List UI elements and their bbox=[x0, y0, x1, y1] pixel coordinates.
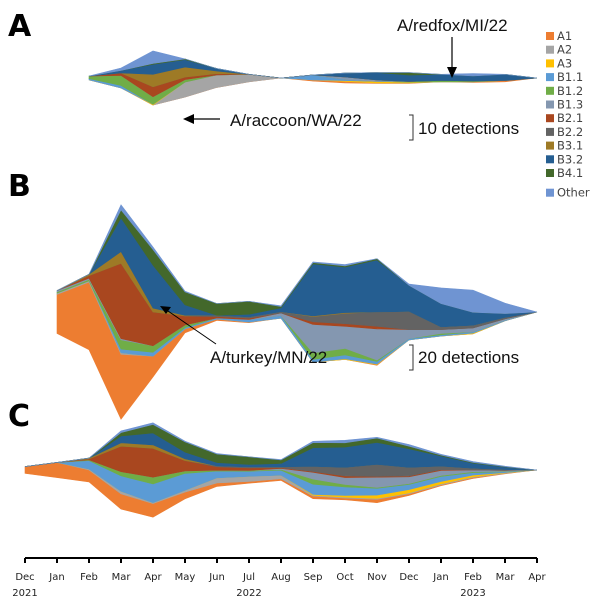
legend-swatch-b3-2 bbox=[546, 155, 554, 164]
legend-swatch-b2-1 bbox=[546, 114, 554, 123]
x-tick-label: Mar bbox=[496, 572, 516, 583]
streamgraph-a bbox=[88, 50, 538, 106]
legend-label-a3: A3 bbox=[557, 56, 572, 70]
legend-swatch-a2 bbox=[546, 45, 554, 54]
legend-swatch-a1 bbox=[546, 32, 554, 40]
x-axis: Dec Jan Feb Mar Apr May Jun Jul Aug Sep Oct Nov Dec J… bbox=[12, 557, 547, 599]
x-tick-label: Jan bbox=[432, 572, 448, 583]
panel-label-b: B bbox=[8, 169, 31, 204]
legend-label-b2-1: B2.1 bbox=[557, 111, 583, 125]
x-year-label: 2023 bbox=[460, 588, 485, 599]
x-tick-label: Jul bbox=[242, 572, 255, 583]
stream-layer-other bbox=[24, 422, 538, 471]
x-tick-label: Mar bbox=[112, 572, 132, 583]
panel-c: C bbox=[8, 399, 538, 518]
legend-swatch-b3-1 bbox=[546, 141, 554, 150]
x-tick-label: Feb bbox=[464, 572, 482, 583]
x-tick-label: Jun bbox=[208, 572, 225, 583]
x-tick-label: Nov bbox=[367, 572, 387, 583]
x-tick-label: Dec bbox=[15, 572, 34, 583]
x-tick-label: Feb bbox=[80, 572, 98, 583]
legend-swatch-other bbox=[546, 188, 554, 197]
arrowhead-turkey-icon bbox=[160, 306, 171, 314]
annotation-raccoon: A/raccoon/WA/22 bbox=[230, 111, 362, 130]
panel-b: B A/turkey/MN/22 20 detections bbox=[8, 169, 538, 420]
x-tick-label: Dec bbox=[399, 572, 418, 583]
streamgraph-c bbox=[24, 422, 538, 518]
legend-label-b1-3: B1.3 bbox=[557, 98, 583, 112]
x-tick-label: May bbox=[175, 572, 196, 583]
x-year-label: 2022 bbox=[236, 588, 261, 599]
annotation-turkey: A/turkey/MN/22 bbox=[210, 348, 327, 367]
panel-a: A A/raccoon/WA/22 A/redfox/MI/22 10 dete… bbox=[8, 9, 538, 141]
x-tick-label: Apr bbox=[144, 572, 162, 583]
annotation-redfox: A/redfox/MI/22 bbox=[397, 16, 508, 35]
legend-label-a1: A1 bbox=[557, 29, 572, 43]
legend-label-b4-1: B4.1 bbox=[557, 166, 583, 180]
legend-label-b1-2: B1.2 bbox=[557, 84, 583, 98]
scale-label-a: 10 detections bbox=[418, 119, 519, 138]
panel-label-c: C bbox=[8, 399, 30, 434]
streamgraph-b bbox=[56, 204, 538, 420]
legend-label-a2: A2 bbox=[557, 43, 572, 57]
scale-bracket-a bbox=[409, 114, 414, 141]
stream-layer-other bbox=[280, 72, 538, 79]
legend-label-b3-2: B3.2 bbox=[557, 152, 583, 166]
legend-label-b2-2: B2.2 bbox=[557, 125, 583, 139]
x-year-label: 2021 bbox=[12, 588, 37, 599]
legend-swatch-a3 bbox=[546, 59, 554, 68]
x-tick-label: Sep bbox=[304, 572, 323, 583]
x-tick-label: Aug bbox=[271, 572, 291, 583]
arrowhead-raccoon-icon bbox=[183, 114, 194, 124]
legend-swatch-b4-1 bbox=[546, 169, 554, 177]
annotation-arrow-turkey bbox=[167, 310, 217, 345]
x-tick-label: Apr bbox=[528, 572, 546, 583]
arrowhead-redfox-icon bbox=[447, 67, 457, 78]
legend-label-other: Other bbox=[557, 186, 590, 200]
stream-layer-other bbox=[56, 204, 538, 314]
legend-swatch-b1-2 bbox=[546, 86, 554, 95]
scale-label-b: 20 detections bbox=[418, 348, 519, 367]
legend-swatch-b1-3 bbox=[546, 100, 554, 109]
legend-swatch-b1-1 bbox=[546, 73, 554, 82]
scale-bracket-b bbox=[409, 344, 414, 371]
x-tick-label: Oct bbox=[336, 572, 353, 583]
legend-label-b3-1: B3.1 bbox=[557, 139, 583, 153]
x-tick-label: Jan bbox=[48, 572, 64, 583]
legend-label-b1-1: B1.1 bbox=[557, 70, 583, 84]
panel-label-a: A bbox=[8, 9, 32, 44]
x-axis-ticks: Dec Jan Feb Mar Apr May Jun Jul Aug Sep Oct Nov Dec J… bbox=[12, 558, 547, 599]
legend-swatch-b2-2 bbox=[546, 127, 554, 136]
